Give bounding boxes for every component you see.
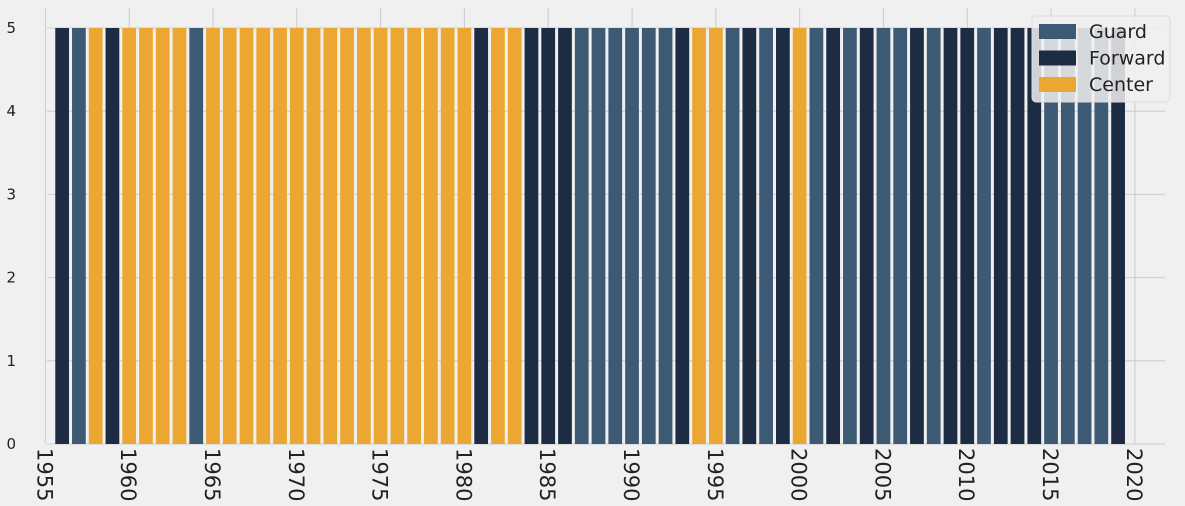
- bar-2014: [1027, 28, 1042, 444]
- bar-1958: [88, 28, 103, 444]
- x-tick-label: 2000: [787, 448, 811, 501]
- bar-2011: [977, 28, 991, 444]
- bar-1971: [306, 28, 321, 444]
- bar-1984: [524, 28, 539, 444]
- x-tick-label: 1975: [368, 448, 392, 501]
- bar-2013: [1010, 28, 1025, 444]
- bar-1966: [222, 28, 237, 444]
- bar-1974: [356, 28, 371, 444]
- y-tick-label: 2: [6, 269, 16, 287]
- y-tick-label: 3: [6, 185, 16, 203]
- bar-1989: [608, 28, 623, 444]
- legend-label-center: Center: [1089, 74, 1153, 96]
- x-tick-label: 1965: [200, 448, 224, 501]
- bar-1996: [725, 28, 740, 444]
- bar-1960: [122, 28, 137, 444]
- x-tick-label: 1995: [703, 448, 727, 501]
- x-tick-label: 2015: [1038, 448, 1062, 501]
- bar-1986: [558, 28, 572, 444]
- legend-label-forward: Forward: [1089, 48, 1165, 70]
- bar-2009: [943, 28, 958, 444]
- y-tick-label: 4: [6, 102, 16, 120]
- bar-1994: [692, 28, 706, 444]
- bar-1975: [373, 28, 388, 444]
- bar-1978: [424, 28, 438, 444]
- bar-2008: [926, 28, 941, 444]
- bar-1964: [189, 28, 204, 444]
- legend-label-guard: Guard: [1089, 21, 1147, 43]
- x-tick-label: 2020: [1122, 448, 1146, 501]
- y-axis-ticks: 0 1 2 3 4 5: [6, 19, 16, 453]
- y-tick-label: 1: [6, 352, 16, 370]
- legend-swatch-guard: [1039, 24, 1076, 39]
- bar-1979: [440, 28, 455, 444]
- bar-1993: [675, 28, 690, 444]
- x-tick-label: 1985: [535, 448, 559, 501]
- bar-1992: [658, 28, 673, 444]
- bar-1981: [474, 28, 489, 444]
- bar-1988: [591, 28, 606, 444]
- bar-1967: [239, 28, 254, 444]
- x-tick-label: 2010: [954, 448, 978, 501]
- bar-1968: [256, 28, 271, 444]
- bar-2002: [826, 28, 841, 444]
- bar-2000: [792, 28, 807, 444]
- bar-1982: [491, 28, 505, 444]
- bar-1959: [105, 28, 120, 444]
- bar-2016: [1060, 28, 1075, 444]
- bar-1957: [72, 28, 86, 444]
- bar-2005: [876, 28, 891, 444]
- bar-2010: [960, 28, 975, 444]
- bar-2006: [893, 28, 908, 444]
- legend-swatch-forward: [1039, 50, 1076, 66]
- bar-1977: [407, 28, 421, 444]
- x-tick-label: 1990: [619, 448, 643, 501]
- legend: Guard Forward Center: [1031, 15, 1171, 103]
- bar-2018: [1094, 28, 1109, 444]
- x-tick-label: 1980: [451, 448, 475, 501]
- x-tick-label: 1955: [32, 448, 56, 501]
- bar-2003: [843, 28, 857, 444]
- bar-2012: [993, 28, 1008, 444]
- x-tick-label: 1970: [284, 448, 308, 501]
- legend-swatch-center: [1039, 77, 1076, 92]
- bar-1980: [457, 28, 472, 444]
- y-tick-label: 5: [6, 19, 16, 37]
- bar-2007: [910, 28, 924, 444]
- bar-1965: [206, 28, 220, 444]
- bar-1997: [742, 28, 757, 444]
- bar-2001: [809, 28, 824, 444]
- bar-1976: [390, 28, 405, 444]
- bar-1962: [155, 28, 170, 444]
- bar-1983: [507, 28, 522, 444]
- bar-1991: [641, 28, 656, 444]
- x-tick-label: 1960: [116, 448, 140, 501]
- bars: [55, 28, 1125, 444]
- bar-2019: [1111, 28, 1125, 444]
- bar-1969: [273, 28, 287, 444]
- bar-1972: [323, 28, 338, 444]
- bar-1961: [139, 28, 153, 444]
- bar-1995: [708, 28, 723, 444]
- bar-1963: [172, 28, 187, 444]
- y-tick-label: 0: [6, 435, 16, 453]
- bar-1987: [574, 28, 589, 444]
- x-tick-label: 2005: [870, 448, 894, 501]
- bar-2004: [859, 28, 874, 444]
- bar-2015: [1044, 28, 1058, 444]
- bar-1970: [289, 28, 304, 444]
- bar-1973: [340, 28, 354, 444]
- x-axis-ticks: 1955 1960 1965 1970 1975 1980 1985 1990 1995 2000…: [32, 448, 1145, 501]
- bar-1998: [759, 28, 773, 444]
- bar-1985: [541, 28, 556, 444]
- bar-1999: [776, 28, 790, 444]
- bar-2017: [1077, 28, 1092, 444]
- bar-1956: [55, 28, 70, 444]
- bar-1990: [625, 28, 639, 444]
